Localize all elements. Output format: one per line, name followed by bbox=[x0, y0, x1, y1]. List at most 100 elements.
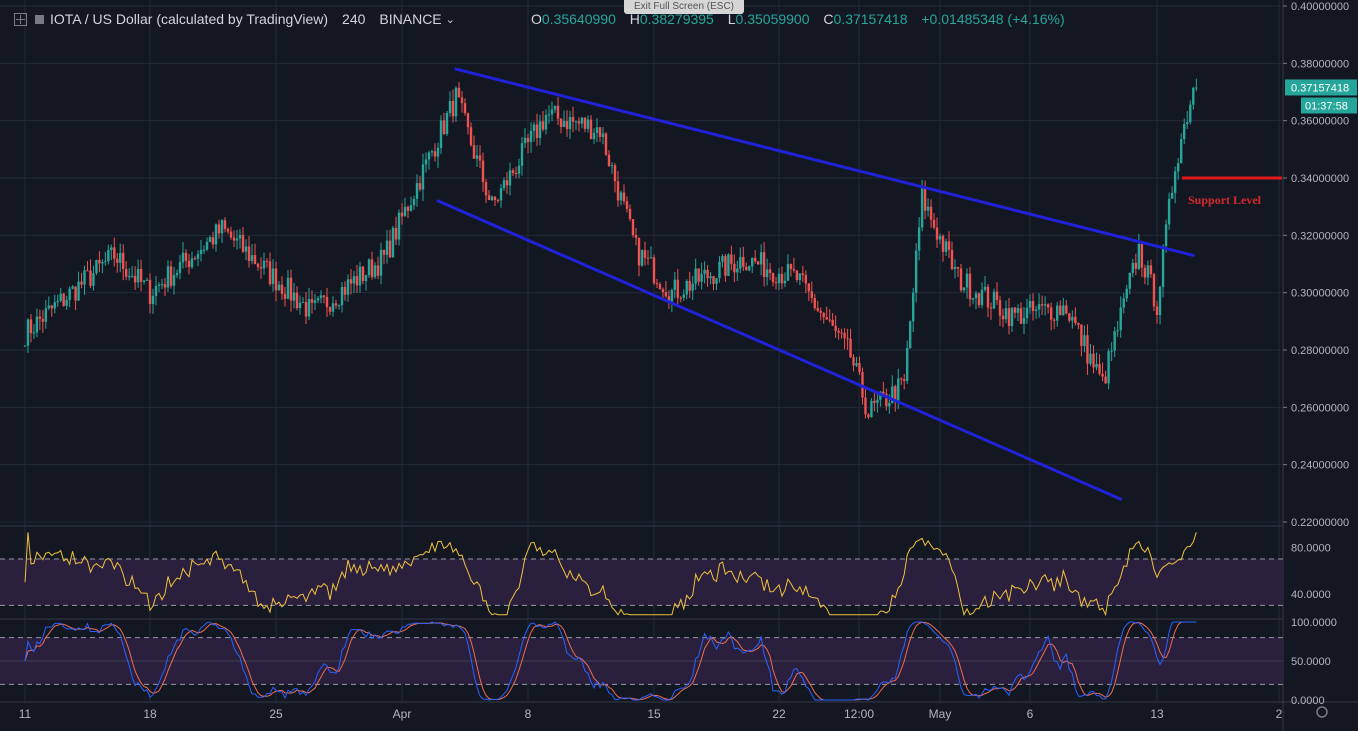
candle-body bbox=[478, 155, 482, 161]
candle-body bbox=[840, 332, 843, 334]
candle-body bbox=[148, 279, 152, 305]
candle-body bbox=[247, 246, 251, 261]
low-value: 0.35059900 bbox=[735, 11, 810, 27]
countdown-badge bbox=[1301, 97, 1357, 114]
candle-body bbox=[151, 295, 155, 305]
close-label: C bbox=[823, 11, 834, 27]
candle-body bbox=[959, 268, 963, 291]
candle-body bbox=[1128, 272, 1131, 289]
candle-body bbox=[439, 120, 443, 148]
candle-body bbox=[41, 319, 45, 322]
price-tick-label: 0.22000000 bbox=[1291, 517, 1349, 529]
candle-body bbox=[475, 155, 479, 159]
candle-body bbox=[556, 105, 560, 119]
candle-body bbox=[998, 300, 1002, 316]
last-price-label: 0.37157418 bbox=[1291, 82, 1349, 94]
candle-body bbox=[490, 196, 494, 201]
candle-body bbox=[487, 195, 491, 201]
candle-body bbox=[1183, 124, 1186, 140]
candle-body bbox=[691, 283, 694, 291]
candle-body bbox=[1146, 265, 1150, 278]
candle-body bbox=[1125, 288, 1128, 299]
candle-body bbox=[1056, 305, 1059, 321]
candle-body bbox=[894, 386, 897, 402]
candle-body bbox=[604, 133, 608, 155]
candle-body bbox=[98, 259, 101, 264]
candle-body bbox=[1086, 335, 1089, 364]
candle-body bbox=[172, 275, 176, 286]
candle-body bbox=[733, 263, 736, 273]
candle-body bbox=[116, 258, 119, 263]
candle-body bbox=[783, 280, 787, 284]
candle-body bbox=[762, 252, 766, 278]
exchange-label[interactable]: BINANCE bbox=[379, 11, 442, 27]
price-tick-label: 0.24000000 bbox=[1291, 460, 1349, 472]
time-tick-label: 25 bbox=[269, 707, 283, 721]
candle-body bbox=[876, 399, 879, 403]
candle-body bbox=[825, 317, 828, 320]
candle-body bbox=[35, 316, 39, 333]
candle-body bbox=[1134, 262, 1138, 269]
candle-body bbox=[232, 237, 236, 241]
candle-body bbox=[837, 330, 840, 333]
interval-label[interactable]: 240 bbox=[342, 11, 366, 27]
candle-body bbox=[550, 109, 554, 115]
candle-body bbox=[127, 276, 131, 278]
candle-body bbox=[586, 119, 590, 129]
time-tick-label: 2 bbox=[1276, 707, 1283, 721]
candle-body bbox=[1167, 198, 1171, 225]
candle-body bbox=[670, 289, 674, 302]
price-tick-label: 0.36000000 bbox=[1291, 116, 1349, 128]
candle-body bbox=[319, 295, 323, 299]
candle-body bbox=[1010, 307, 1014, 327]
chevron-down-icon[interactable]: ⌄ bbox=[445, 13, 455, 26]
candle-body bbox=[867, 414, 870, 418]
candle-body bbox=[801, 273, 805, 276]
candle-body bbox=[337, 305, 341, 307]
exit-fullscreen-button[interactable]: Exit Full Screen (ESC) bbox=[624, 0, 744, 14]
candle-body bbox=[1046, 304, 1050, 308]
candle-body bbox=[262, 260, 266, 269]
candle-body bbox=[514, 172, 518, 174]
candle-body bbox=[906, 347, 909, 381]
candle-body bbox=[358, 266, 362, 286]
low-label: L bbox=[727, 11, 736, 27]
candle-body bbox=[181, 252, 185, 263]
candle-body bbox=[1019, 308, 1023, 324]
candle-body bbox=[190, 258, 194, 268]
candle-body bbox=[460, 97, 464, 104]
candle-body bbox=[496, 200, 500, 202]
candle-body bbox=[676, 279, 680, 298]
candle-body bbox=[1028, 300, 1032, 308]
candle-body bbox=[748, 266, 751, 271]
candle-body bbox=[193, 258, 197, 260]
candle-body bbox=[1192, 87, 1195, 105]
candle-body bbox=[1137, 243, 1141, 269]
candle-body bbox=[944, 241, 948, 252]
candle-body bbox=[241, 234, 245, 252]
candle-body bbox=[792, 268, 796, 271]
candle-body bbox=[745, 266, 748, 271]
symbol-name[interactable]: IOTA / US Dollar (calculated by TradingV… bbox=[50, 11, 329, 27]
time-tick-label: 6 bbox=[1027, 707, 1034, 721]
candle-body bbox=[577, 121, 581, 124]
expand-icon[interactable] bbox=[14, 12, 27, 26]
candle-body bbox=[688, 280, 691, 291]
candle-body bbox=[1152, 274, 1156, 307]
candle-body bbox=[1173, 171, 1177, 193]
candle-body bbox=[154, 285, 158, 296]
gear-icon[interactable] bbox=[1316, 706, 1328, 718]
stoch-tick-label: 0.0000 bbox=[1291, 695, 1325, 707]
candle-body bbox=[391, 227, 395, 258]
channel-trendline bbox=[454, 67, 1195, 257]
candle-body bbox=[888, 403, 891, 407]
candle-body bbox=[541, 121, 545, 130]
candle-body bbox=[283, 293, 287, 299]
candle-body bbox=[1022, 318, 1026, 324]
candle-body bbox=[589, 119, 593, 140]
candle-body bbox=[995, 291, 999, 301]
candle-body bbox=[891, 386, 894, 404]
candle-body bbox=[53, 302, 56, 309]
candle-body bbox=[286, 277, 290, 299]
